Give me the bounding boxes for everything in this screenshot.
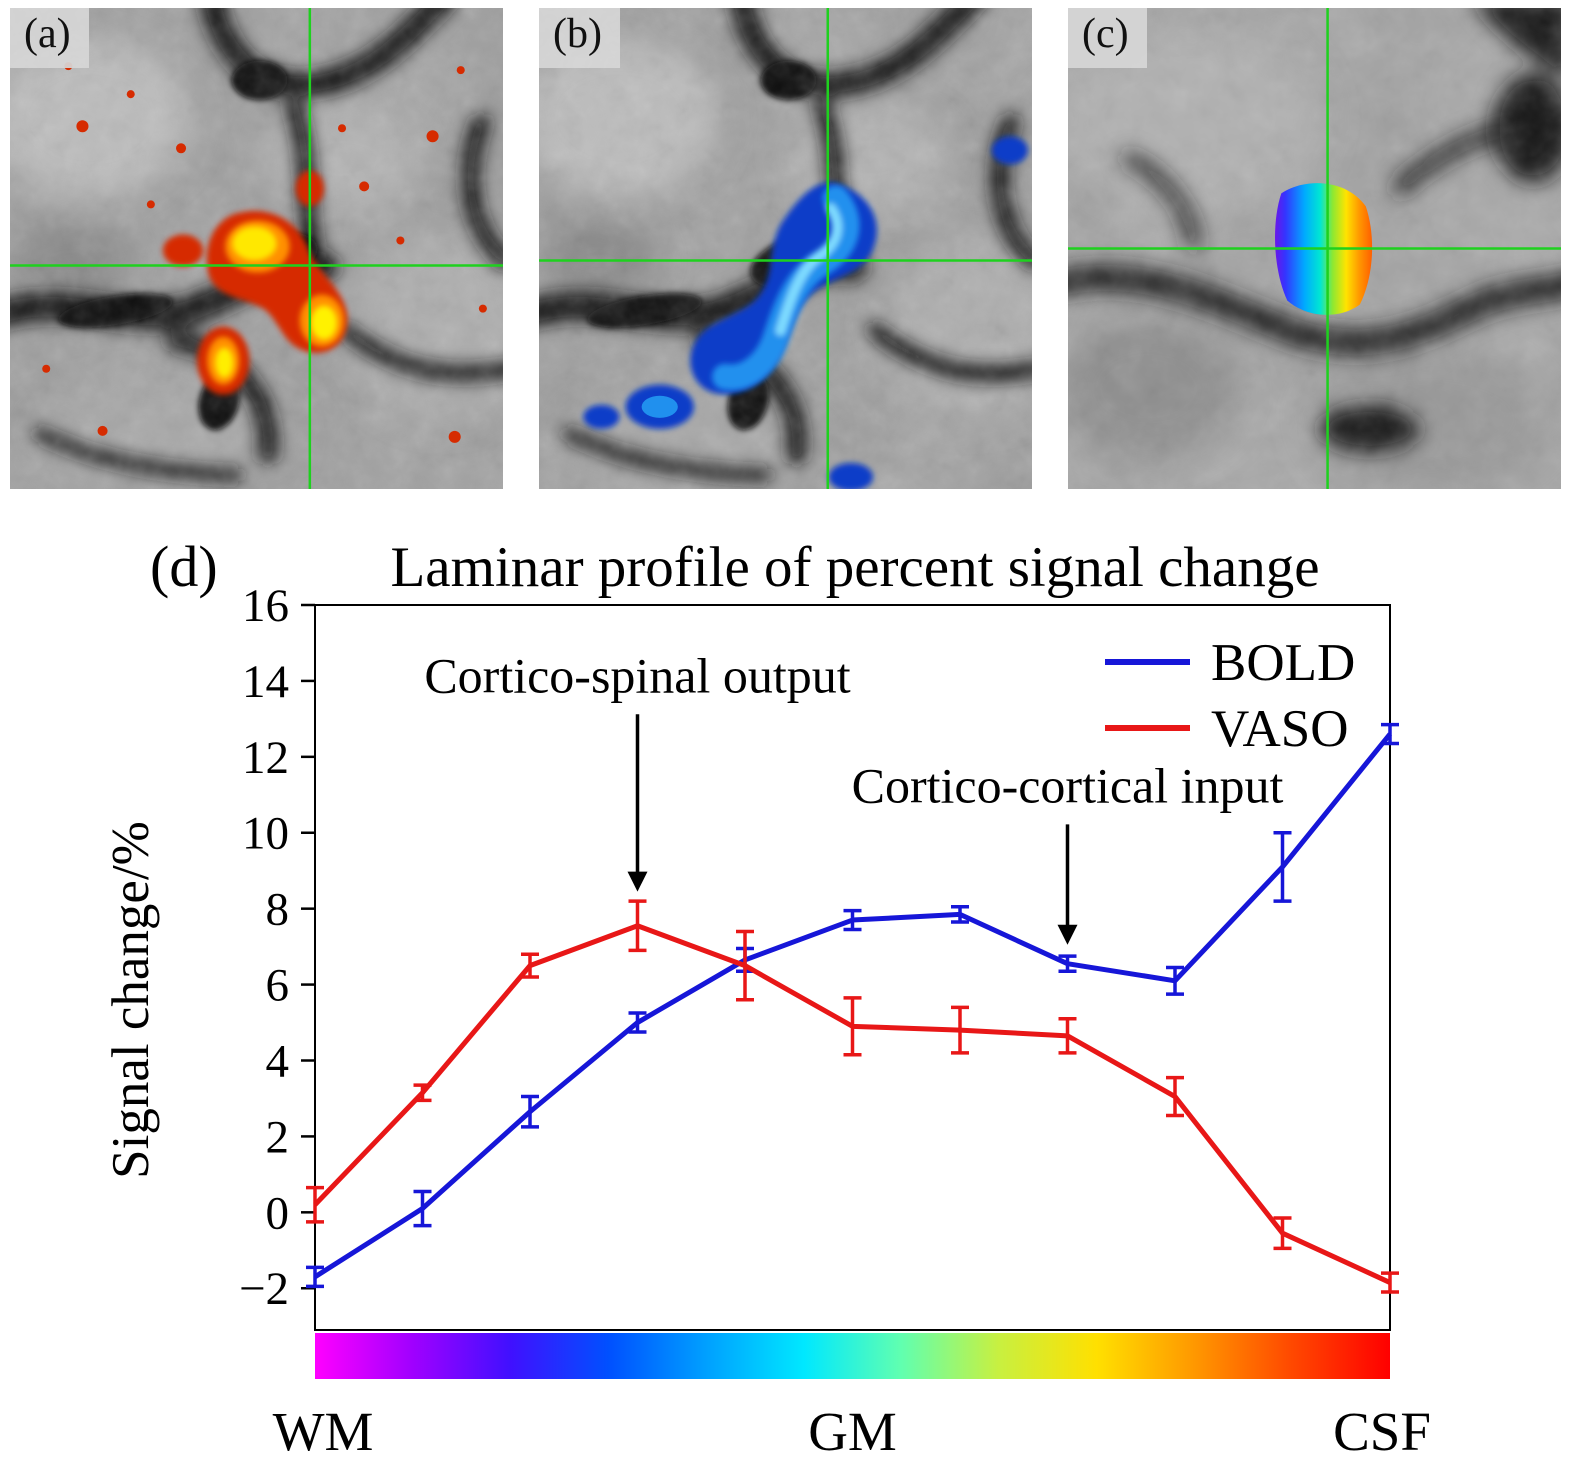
y-tick-label: 16 [242, 580, 289, 632]
brain-panels-row: (a) [0, 0, 1575, 489]
crosshair [1068, 8, 1561, 489]
brain-slice-b [539, 8, 1032, 489]
y-tick-label: 8 [266, 884, 290, 936]
panel-b-label-text: (b) [553, 11, 602, 57]
y-tick-label: 0 [266, 1187, 290, 1239]
annotation-0: Cortico-spinal output [424, 647, 851, 892]
series-vaso-line [313, 923, 1392, 1285]
annotation-text: Cortico-spinal output [424, 647, 850, 703]
series-vaso [306, 899, 1399, 1294]
plot-box [314, 604, 1391, 1331]
chart-plot-area: −2 0 2 4 6 8 10 12 14 16 WM GM CSF BOLD VASO Cortico-sp… [239, 580, 1431, 1462]
y-tick-label: 6 [266, 960, 290, 1012]
panel-a-label: (a) [10, 8, 89, 68]
legend-label-bold: BOLD [1211, 634, 1355, 692]
y-axis-label: Signal change/% [102, 821, 160, 1179]
x-axis-label-wm: WM [273, 1401, 374, 1462]
annotation-text: Cortico-cortical input [852, 757, 1284, 813]
crosshair [10, 8, 503, 489]
annotation-arrow-head [1057, 924, 1078, 945]
x-axis-label-csf: CSF [1333, 1401, 1431, 1462]
y-tick-label: 14 [242, 656, 289, 708]
panel-b: (b) [539, 8, 1032, 489]
crosshair [539, 8, 1032, 489]
y-tick-label: −2 [239, 1263, 289, 1315]
laminar-profile-chart: (d) Laminar profile of percent signal ch… [102, 534, 1431, 1462]
activation-overlay-hot [42, 62, 487, 443]
panel-c: (c) [1068, 8, 1561, 489]
y-tick-label: 10 [242, 808, 289, 860]
annotation-arrow-head [627, 871, 648, 892]
y-tick-label: 12 [242, 732, 289, 784]
panel-c-label: (c) [1068, 8, 1147, 68]
panel-a: (a) [10, 8, 503, 489]
y-tick-label: 4 [266, 1035, 290, 1087]
legend-label-vaso: VASO [1211, 700, 1348, 758]
chart-title: Laminar profile of percent signal change [390, 536, 1319, 599]
panel-c-label-text: (c) [1082, 11, 1129, 57]
panel-d-label: (d) [150, 534, 218, 599]
brain-slice-c [1068, 8, 1561, 489]
x-axis-label-gm: GM [808, 1401, 897, 1462]
activation-overlay-cool [583, 136, 1028, 489]
panel-a-label-text: (a) [24, 11, 71, 57]
panel-b-label: (b) [539, 8, 620, 68]
panel-d: (d) Laminar profile of percent signal ch… [0, 526, 1575, 1476]
legend: BOLD VASO [1105, 634, 1355, 758]
y-axis-ticks: −2 0 2 4 6 8 10 12 14 16 [239, 580, 315, 1315]
annotation-1: Cortico-cortical input [852, 757, 1284, 945]
depth-colorbar [315, 1333, 1390, 1379]
brain-slice-a [10, 8, 503, 489]
y-tick-label: 2 [266, 1111, 290, 1163]
